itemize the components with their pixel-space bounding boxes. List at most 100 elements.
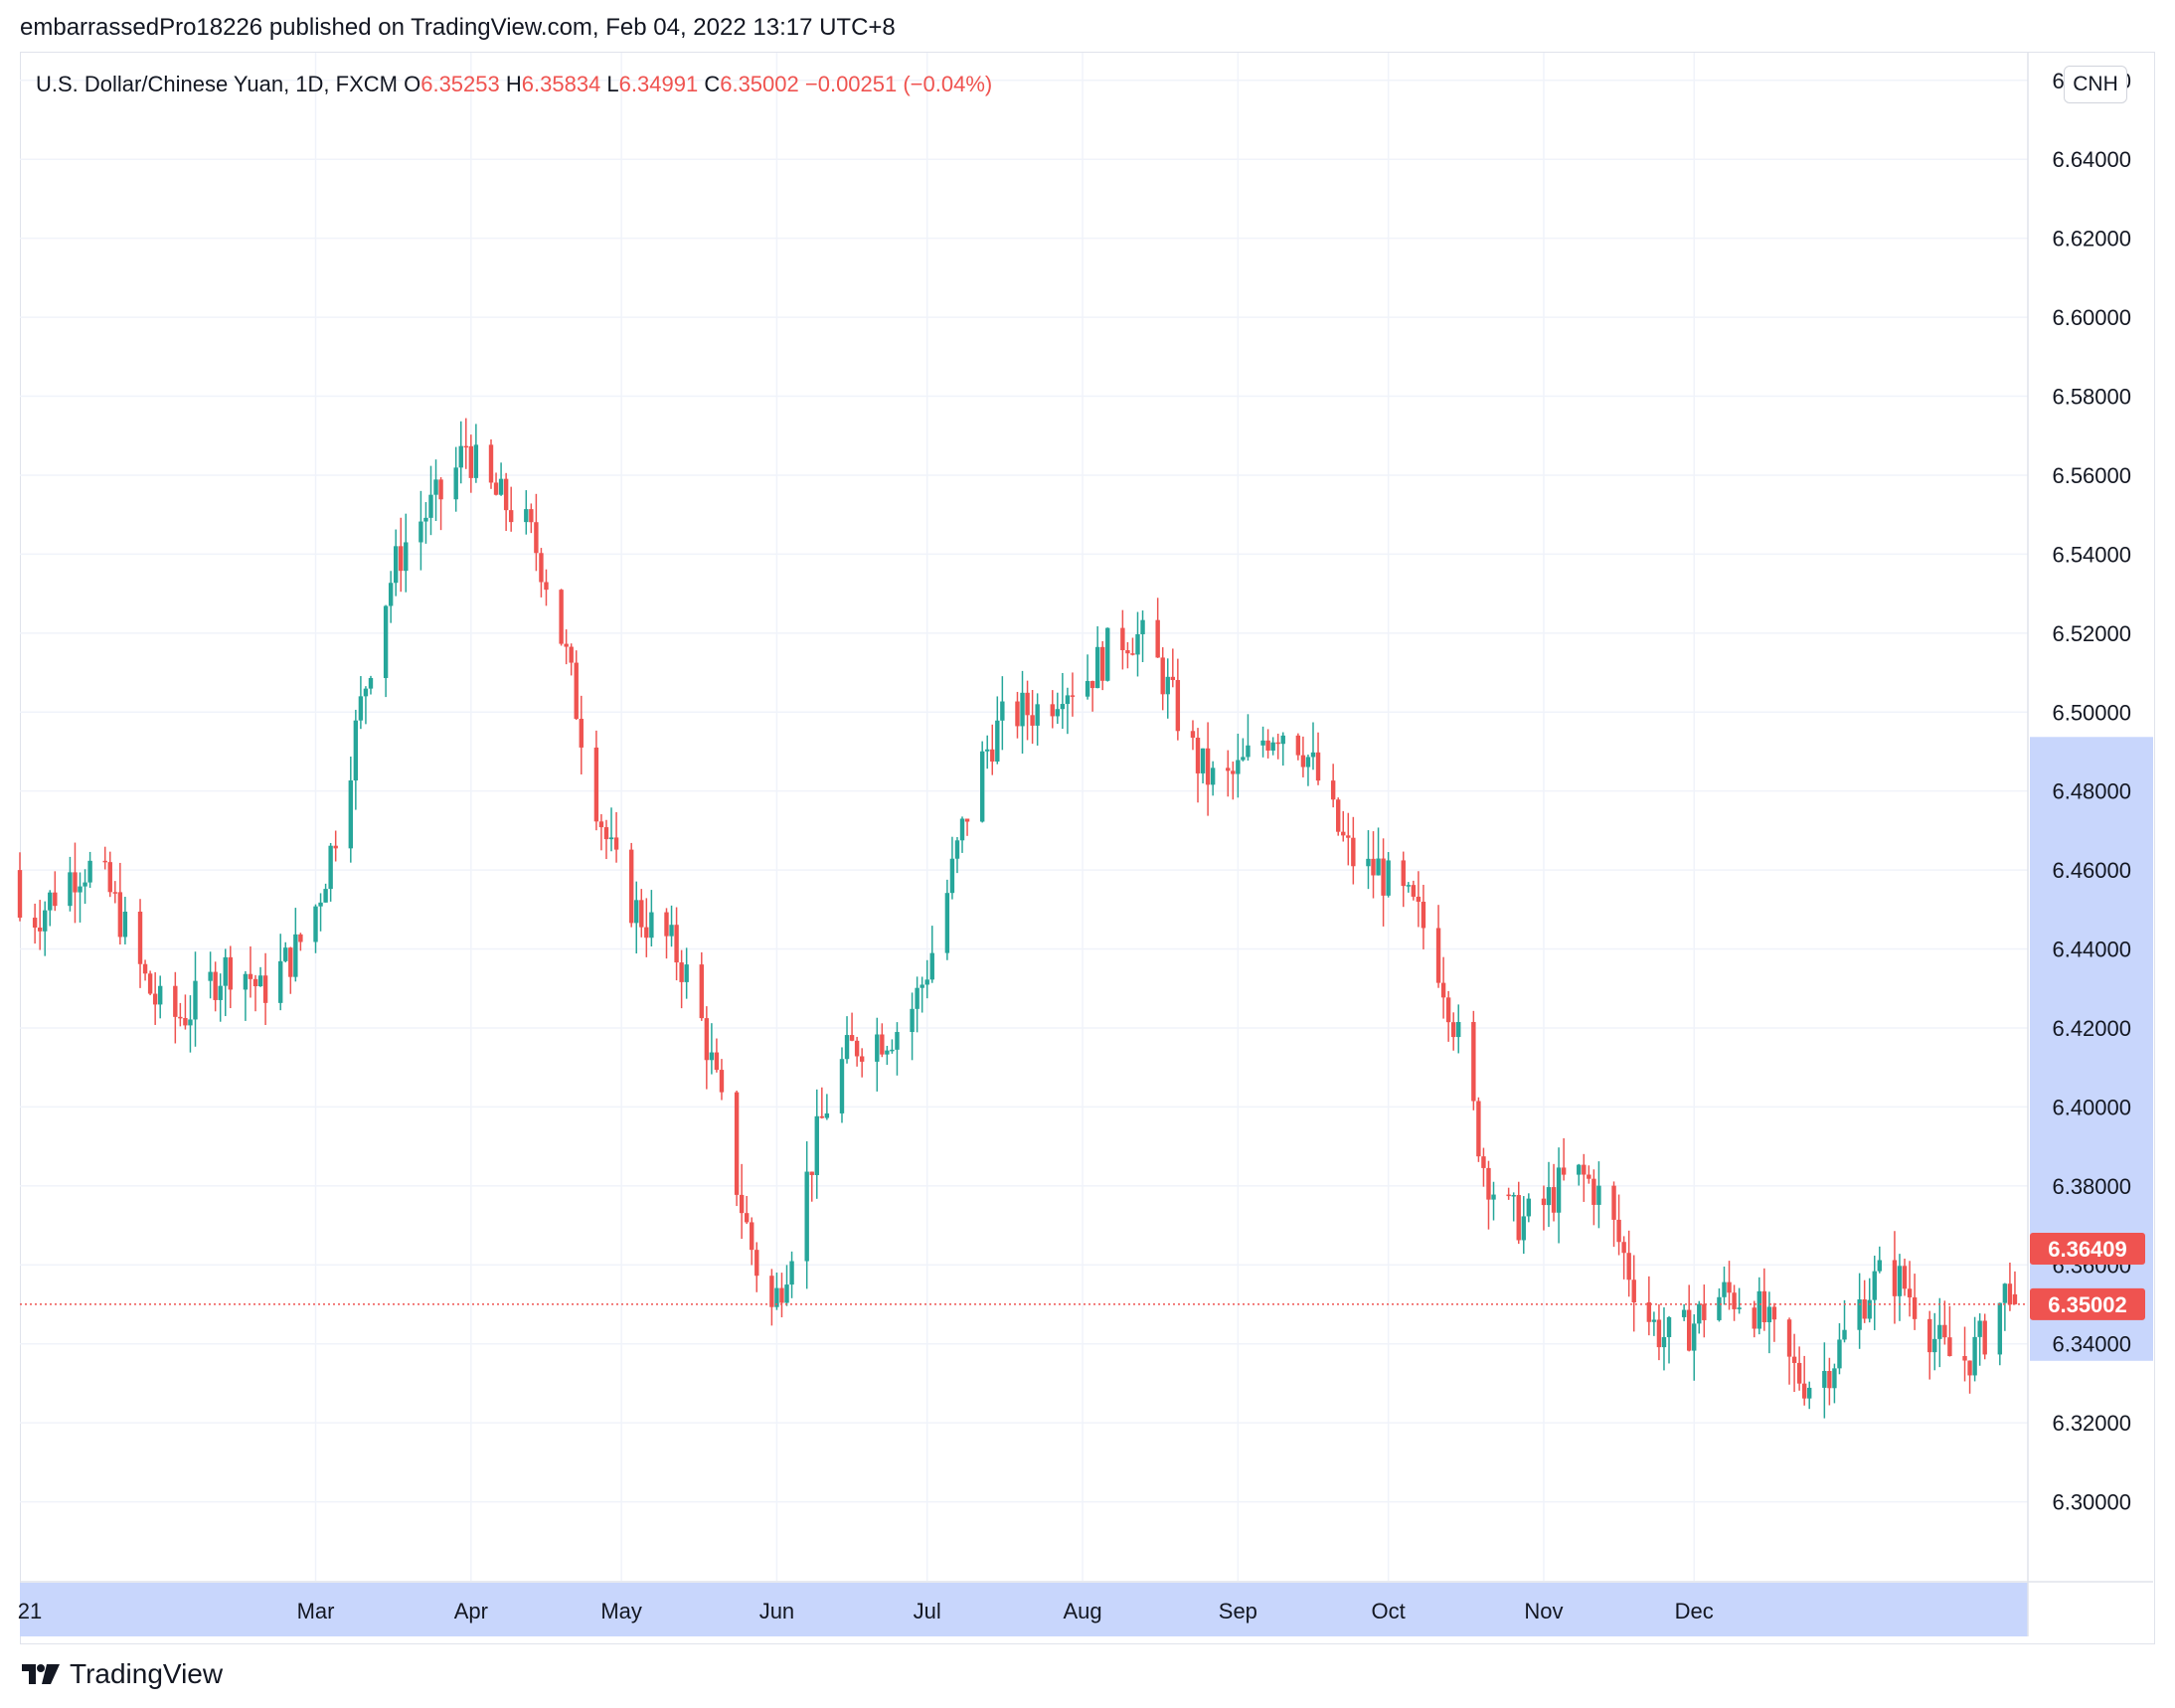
- candle-body: [1366, 858, 1371, 867]
- open-label: O: [404, 72, 421, 96]
- candle-body: [769, 1276, 774, 1307]
- candle-body: [569, 646, 574, 663]
- currency-label[interactable]: CNH: [2064, 66, 2127, 103]
- change-value: −0.00251 (−0.04%): [804, 72, 993, 96]
- candle-body: [1135, 633, 1140, 655]
- y-tick-label: 6.34000: [2052, 1332, 2131, 1357]
- candle-body: [1947, 1337, 1952, 1357]
- candle-body: [73, 872, 78, 893]
- candle-body: [1065, 695, 1071, 705]
- candle-body: [644, 927, 649, 939]
- candle-body: [559, 590, 564, 644]
- symbol-title: U.S. Dollar/Chinese Yuan, 1D, FXCM: [36, 72, 398, 96]
- candle-body: [629, 849, 634, 924]
- candle-body: [1561, 1167, 1567, 1175]
- candle-body: [112, 892, 118, 894]
- candle-body: [188, 1019, 193, 1026]
- candle-body: [87, 860, 92, 883]
- candle-body: [1085, 681, 1090, 697]
- candle-body: [1445, 997, 1451, 1023]
- candle-body: [1210, 768, 1216, 785]
- candle-body: [1827, 1371, 1832, 1389]
- candle-body: [849, 1035, 855, 1041]
- close-value: 6.35002: [720, 72, 799, 96]
- candle-body: [885, 1050, 890, 1055]
- candle-body: [348, 780, 354, 849]
- brand[interactable]: TradingView: [20, 1654, 223, 1694]
- y-tick-label: 6.52000: [2052, 621, 2131, 646]
- candle-body: [1140, 619, 1145, 634]
- candle-body: [1761, 1290, 1767, 1323]
- candle-body: [1872, 1271, 1877, 1300]
- candle-body: [995, 720, 1000, 762]
- candle-body: [453, 467, 458, 500]
- candle-body: [1305, 757, 1311, 768]
- candle-body: [1771, 1306, 1777, 1320]
- candle-body: [218, 985, 223, 1000]
- candle-body: [1651, 1319, 1657, 1322]
- close-label: C: [704, 72, 721, 96]
- candle-body: [1646, 1302, 1652, 1322]
- candle-body: [859, 1056, 865, 1062]
- candle-body: [699, 964, 704, 1019]
- candle-body: [679, 962, 684, 982]
- candle-body: [890, 1049, 895, 1052]
- candle-body: [1125, 650, 1130, 654]
- candle-body: [1867, 1299, 1872, 1319]
- candle-body: [1837, 1339, 1842, 1369]
- candle-body: [2012, 1293, 2018, 1304]
- candle-body: [1190, 731, 1196, 738]
- candle-body: [854, 1040, 860, 1057]
- candle-body: [323, 889, 328, 903]
- candle-body: [784, 1284, 789, 1303]
- y-tick-label: 6.30000: [2052, 1490, 2131, 1515]
- candle-body: [664, 912, 669, 937]
- candle-body: [534, 522, 539, 554]
- candle-body: [1450, 1022, 1456, 1038]
- candle-body: [880, 1034, 885, 1055]
- candle-body: [173, 985, 178, 1017]
- candle-body: [288, 947, 293, 977]
- candle-body: [1376, 858, 1381, 876]
- candle-body: [1551, 1187, 1557, 1213]
- candle-body: [814, 1115, 819, 1175]
- candle-body: [1310, 752, 1316, 758]
- candle-body: [248, 973, 253, 979]
- candle-body: [1626, 1253, 1631, 1281]
- candle-body: [959, 818, 965, 841]
- candle-body: [1471, 1021, 1476, 1102]
- candle-body: [1546, 1187, 1552, 1206]
- candle-body: [1877, 1260, 1883, 1272]
- price-tag: [2030, 1287, 2145, 1320]
- candle-body: [178, 1016, 183, 1019]
- candle-body: [1456, 1021, 1461, 1038]
- candle-body: [1094, 646, 1100, 689]
- y-tick-label: 6.42000: [2052, 1016, 2131, 1041]
- candle-body: [529, 509, 534, 523]
- y-tick-label: 6.48000: [2052, 779, 2131, 804]
- candle-body: [1260, 740, 1265, 746]
- x-tick-label: Jul: [914, 1599, 941, 1623]
- tradingview-logo-icon: [22, 1664, 60, 1684]
- candle-body: [1997, 1302, 2003, 1355]
- candle-body: [262, 975, 268, 1003]
- candle-body: [809, 1171, 814, 1175]
- candle-body: [473, 444, 479, 478]
- candle-body: [1796, 1362, 1802, 1384]
- candle-body: [152, 993, 158, 1005]
- candle-body: [1977, 1320, 1982, 1337]
- candle-body: [1737, 1307, 1742, 1309]
- x-tick-label: 21: [18, 1599, 42, 1623]
- candle-body: [298, 934, 303, 942]
- candle-body: [1786, 1319, 1792, 1357]
- candle-body: [1275, 742, 1280, 745]
- candle-body: [1170, 676, 1175, 681]
- candle-body: [399, 546, 404, 572]
- candle-body: [544, 582, 549, 591]
- candle-body: [1862, 1299, 1867, 1319]
- candle-body: [1246, 745, 1251, 758]
- candle-body: [313, 906, 318, 942]
- candle-body: [1842, 1329, 1847, 1340]
- candle-body: [1722, 1281, 1727, 1297]
